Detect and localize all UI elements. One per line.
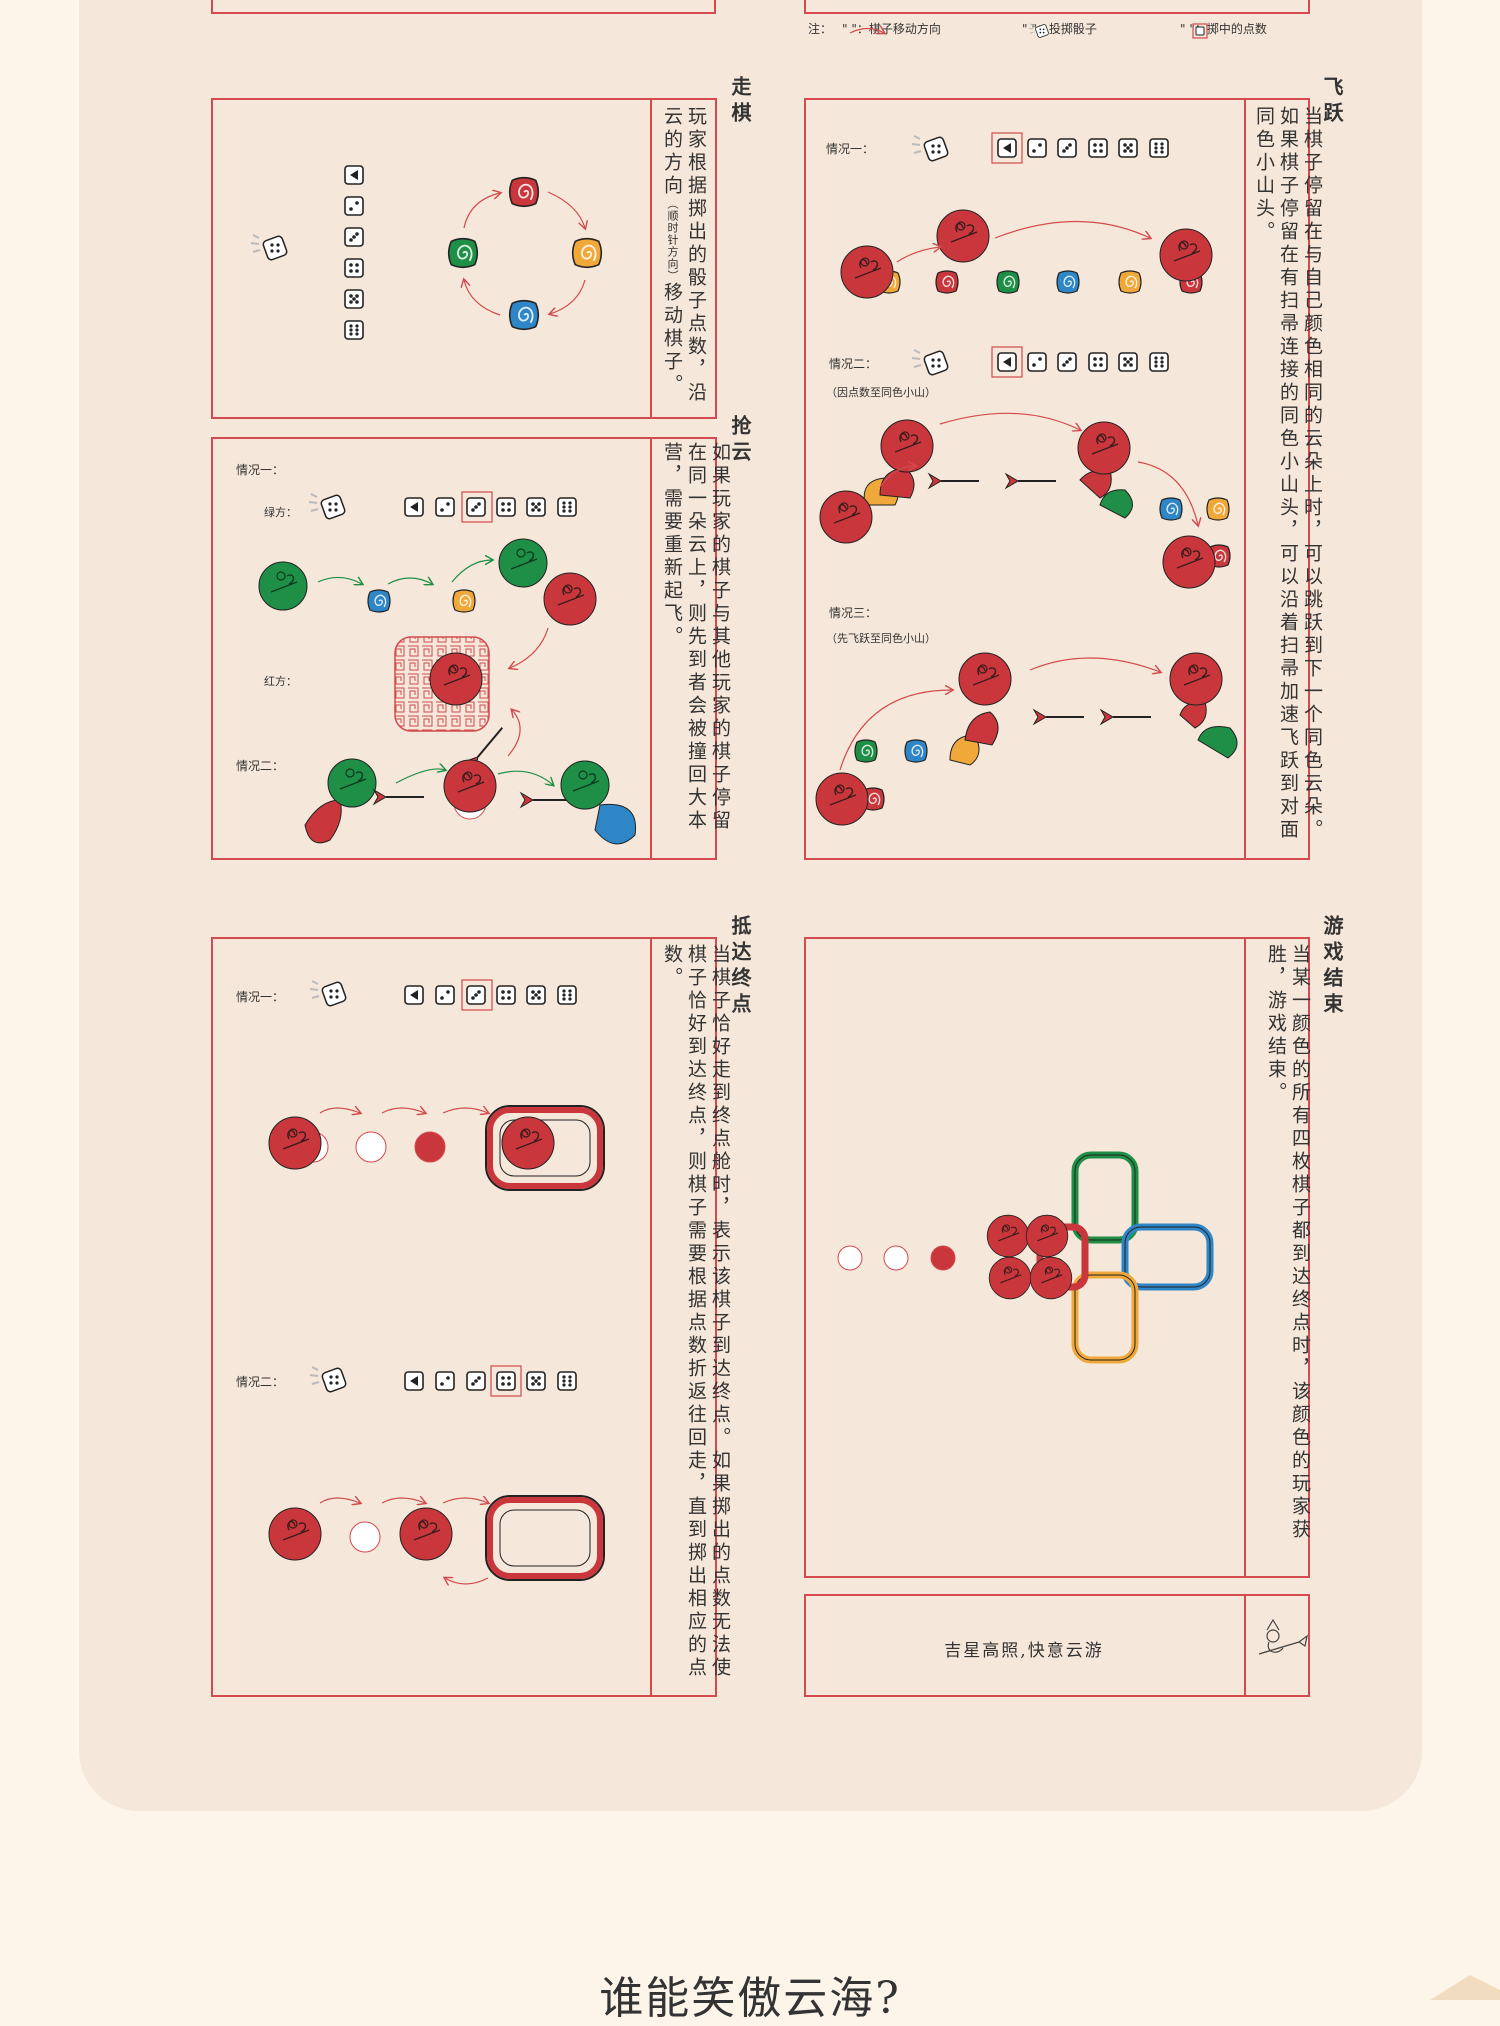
fly-dice-row-2 [991,346,1169,378]
fly-text: 当棋子停留在与自己颜色相同的云朵上时，可以跳跃到下一个同色云朵。 如果棋子停留在… [1253,106,1323,842]
witch-icon [1258,1618,1308,1655]
fly-case1-label: 情况一： [826,142,875,156]
slogan-text: 吉星高照,快意云游 [944,1641,1104,1661]
finish-title: 抵达终点 [728,915,752,1019]
grab-case1-label: 情况一： [236,463,285,477]
end-text-box [1244,937,1310,1578]
walk-text: 玩家根据掷出的骰子点数，沿云的方向（顺时针方向）移动棋子。 [661,106,707,405]
legend-prefix: 注： [808,22,833,36]
end-title: 游戏结束 [1320,915,1344,1019]
fly-case3-label: 情况三： [829,606,878,620]
walk-title: 走棋 [728,76,752,128]
finish-case1-label: 情况一： [236,990,285,1004]
walk-dice-column [344,165,364,340]
finish-text-box [650,937,717,1697]
grab-red-label: 红方： [264,675,297,688]
top-box-left [211,0,716,14]
grab-green-label: 绿方： [264,506,297,519]
legend-move: " "：棋子移动方向 [842,22,941,36]
top-box-right [804,0,1310,14]
finish-case2-label: 情况二： [236,1375,285,1389]
legend-note: 注： [808,20,832,37]
grab-case2-label: 情况二： [236,759,285,773]
fly-title: 飞跃 [1320,76,1344,128]
fly-case3-sub: （先飞跃至同色小山） [826,632,936,645]
fly-case2-sub: （因点数至同色小山） [826,386,936,399]
grab-text: 如果玩家的棋子与其他玩家的棋子停留在同一朵云上，则先到者会被撞回大本营，需要重新… [661,442,731,833]
finish-text: 当棋子恰好走到终点舱时，表示该棋子到达终点。如果掷出的点数无法使棋子恰好到达终点… [661,944,731,1680]
bottom-title: 谁能笑傲云海? [599,1973,901,2024]
grab-title: 抢云 [728,415,752,467]
fly-case2-label: 情况二： [829,357,878,371]
fly-text-box [1244,98,1310,860]
fly-dice-row-1 [991,132,1169,164]
grab-text-box [650,437,717,860]
end-text: 当某一颜色的所有四枚棋子都到达终点时，该颜色的玩家获胜，游戏结束。 [1265,944,1311,1542]
slogan-icon-box [1244,1594,1310,1697]
walk-text-box [650,98,717,419]
